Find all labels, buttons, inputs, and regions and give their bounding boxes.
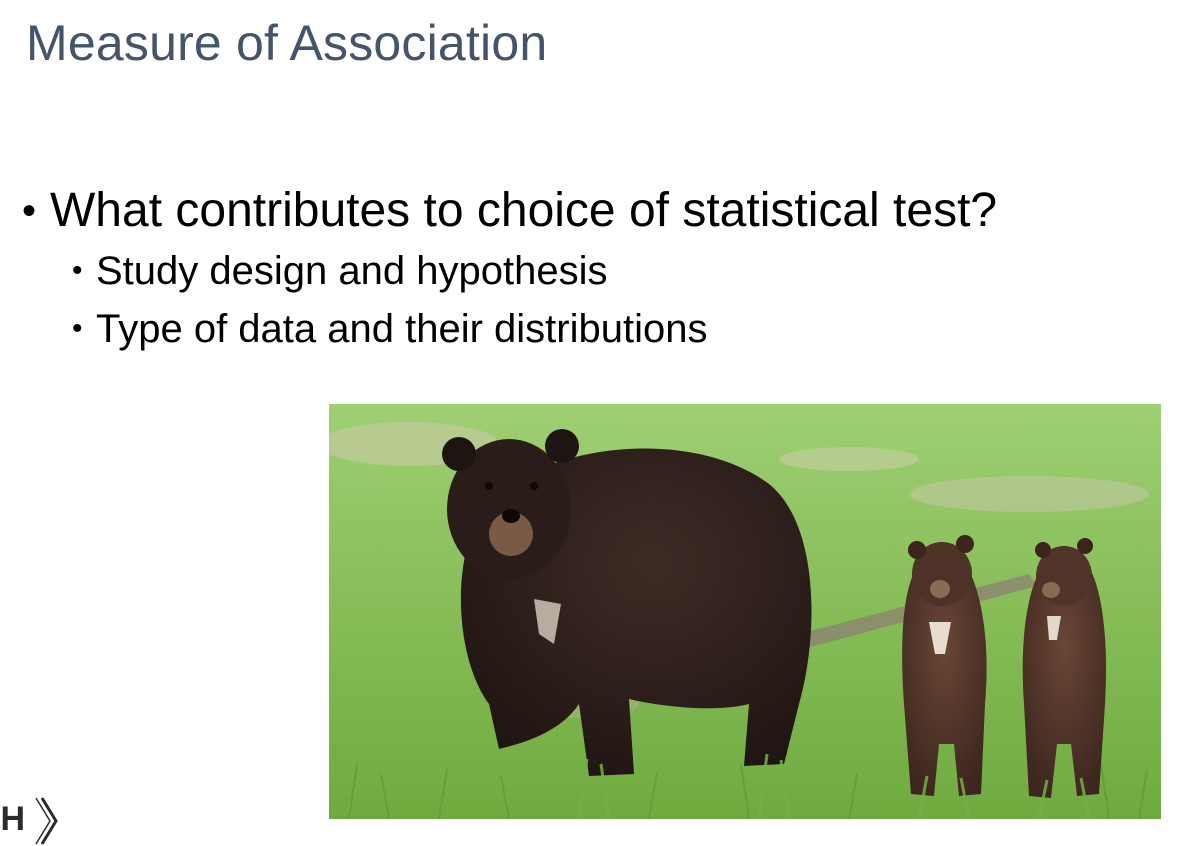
bullet-dot-icon: • — [22, 189, 37, 233]
bullet-main: • What contributes to choice of statisti… — [22, 180, 997, 242]
slide-title: Measure of Association — [26, 15, 548, 71]
nih-logo: IH — [0, 796, 62, 846]
sub-bullet-2: • Type of data and their distributions — [72, 300, 997, 358]
nih-logo-text: IH — [0, 800, 25, 838]
sub-bullet-text: Study design and hypothesis — [96, 249, 608, 293]
chevron-right-icon — [35, 797, 58, 845]
bullet-dot-icon: • — [72, 312, 83, 345]
sub-bullet-1: • Study design and hypothesis — [72, 242, 997, 300]
bullet-dot-icon: • — [72, 254, 83, 287]
sub-bullet-text: Type of data and their distributions — [96, 307, 708, 351]
bear-photo — [329, 404, 1161, 819]
bullet-list: • What contributes to choice of statisti… — [22, 180, 997, 358]
bullet-main-text: What contributes to choice of statistica… — [50, 184, 998, 237]
